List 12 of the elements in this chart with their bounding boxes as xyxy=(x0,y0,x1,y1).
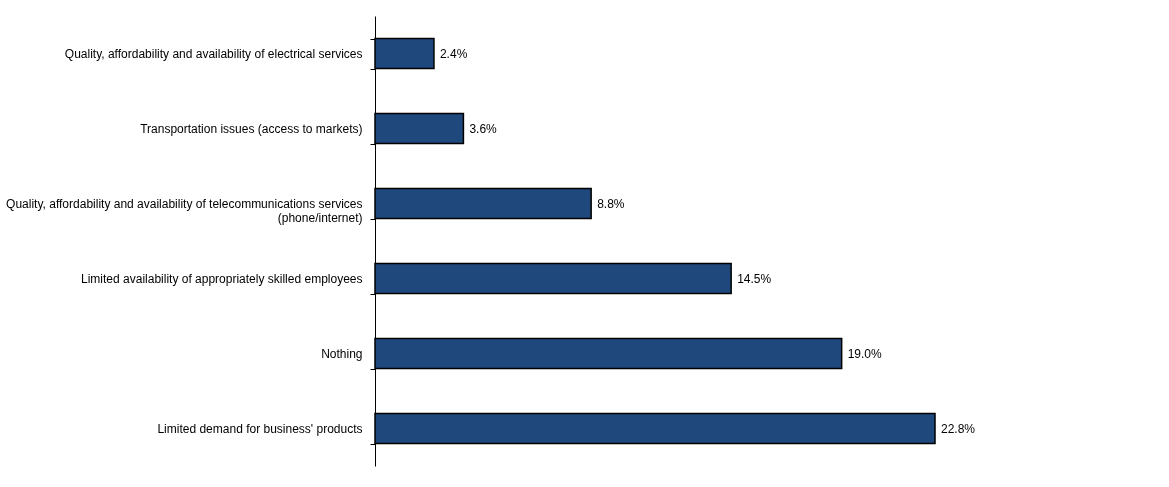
data-label: 2.4% xyxy=(439,46,468,61)
data-label: 14.5% xyxy=(737,271,772,286)
y-tick-label: Quality, affordability and availability of telecommunications services (phone/internet) xyxy=(6,197,363,225)
y-tick-label: Limited availability of appropriately skilled employees xyxy=(81,272,363,286)
y-tick-label: Nothing xyxy=(321,347,363,361)
data-label: 3.6% xyxy=(469,121,498,136)
y-tick-label: Limited demand for business' products xyxy=(157,422,363,436)
y-tick-label: Transportation issues (access to markets) xyxy=(140,122,363,136)
y-tick-label: Quality, affordability and availability of electrical services xyxy=(64,47,363,61)
data-label: 8.8% xyxy=(597,196,625,211)
data-label: 22.8% xyxy=(941,421,976,436)
data-label: 19.0% xyxy=(847,346,883,361)
